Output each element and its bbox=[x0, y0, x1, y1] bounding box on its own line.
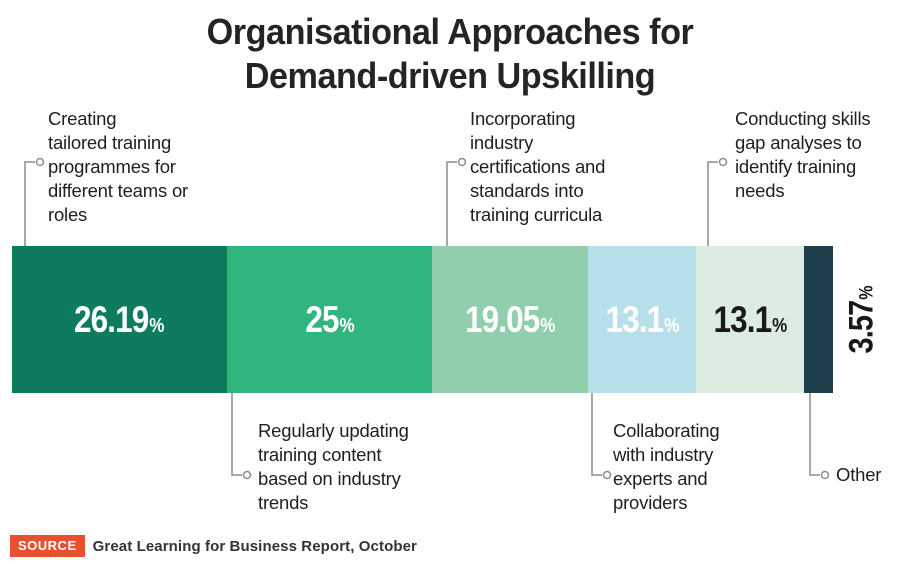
connector-top-incorporating bbox=[446, 161, 457, 246]
source-text: Great Learning for Business Report, Octo… bbox=[92, 537, 417, 555]
bar-value-label: 19.05% bbox=[464, 298, 556, 340]
callout-creating-tailored-training: Creating tailored training programmes fo… bbox=[48, 108, 189, 225]
bar-value-label: 25% bbox=[304, 298, 355, 340]
percent-sign: % bbox=[771, 314, 787, 337]
callout-regularly-updating: Regularly updating training content base… bbox=[258, 420, 409, 513]
percent-sign: % bbox=[149, 314, 165, 337]
connector-dot bbox=[602, 470, 612, 480]
bar-segment-collaborating: 13.1% bbox=[588, 246, 696, 393]
connector-dot bbox=[457, 157, 467, 167]
connector-dot bbox=[718, 157, 728, 167]
connector-bottom-regularly bbox=[231, 393, 242, 476]
callout-collaborating-experts: Collaborating with industry experts and … bbox=[613, 420, 720, 513]
callout-conducting-skills-gap: Conducting skills gap analyses to identi… bbox=[735, 108, 871, 201]
percent-sign: % bbox=[856, 284, 877, 300]
bar-segment-incorporating: 19.05% bbox=[432, 246, 588, 393]
percent-sign: % bbox=[540, 314, 556, 337]
connector-bottom-other bbox=[809, 393, 820, 476]
bar-segment-regularly-updating: 25% bbox=[227, 246, 432, 393]
chart-title: Organisational Approaches for Demand-dri… bbox=[206, 11, 694, 96]
bar-value-label: 13.1% bbox=[605, 298, 679, 340]
connector-dot bbox=[820, 470, 830, 480]
connector-top-creating bbox=[24, 161, 35, 246]
percent-sign: % bbox=[663, 314, 679, 337]
source-badge: SOURCE bbox=[10, 535, 85, 557]
bar-value-label: 26.19% bbox=[74, 298, 165, 340]
bar-value-label: 3.57% bbox=[842, 284, 880, 354]
bar-value-other-rotated: 3.57% bbox=[837, 246, 887, 393]
connector-dot bbox=[242, 470, 252, 480]
callout-incorporating-certifications: Incorporating industry certifications an… bbox=[470, 108, 606, 225]
connector-bottom-collaborating bbox=[591, 393, 602, 476]
callout-other: Other bbox=[836, 464, 882, 485]
source-line: SOURCE Great Learning for Business Repor… bbox=[10, 535, 417, 557]
bar-value-label: 13.1% bbox=[713, 298, 787, 340]
bar-segment-creating: 26.19% bbox=[12, 246, 227, 393]
connector-top-conducting bbox=[707, 161, 718, 246]
percent-sign: % bbox=[338, 314, 355, 337]
stacked-bar: 26.19% 25% 19.05% 13.1% 13.1% bbox=[12, 246, 833, 393]
bar-segment-conducting: 13.1% bbox=[696, 246, 804, 393]
connector-dot bbox=[35, 157, 45, 167]
bar-segment-other bbox=[804, 246, 833, 393]
